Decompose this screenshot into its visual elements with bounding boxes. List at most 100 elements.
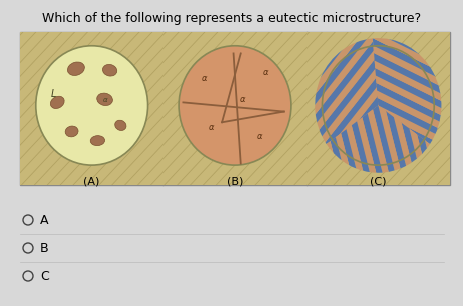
Polygon shape	[158, 205, 445, 306]
Polygon shape	[383, 73, 463, 306]
Polygon shape	[249, 0, 456, 214]
Polygon shape	[372, 0, 459, 258]
Polygon shape	[460, 0, 463, 233]
Polygon shape	[161, 0, 248, 306]
Polygon shape	[225, 52, 463, 200]
Polygon shape	[261, 0, 348, 290]
Polygon shape	[239, 0, 446, 205]
Polygon shape	[199, 111, 463, 259]
Text: $\alpha$: $\alpha$	[256, 132, 263, 141]
Polygon shape	[431, 0, 463, 241]
Polygon shape	[155, 0, 362, 130]
Polygon shape	[269, 0, 463, 100]
Polygon shape	[234, 0, 441, 201]
Polygon shape	[178, 158, 463, 306]
Polygon shape	[146, 0, 353, 121]
Polygon shape	[290, 0, 377, 282]
Ellipse shape	[102, 65, 117, 76]
Text: $\alpha$: $\alpha$	[200, 74, 207, 83]
Polygon shape	[137, 0, 344, 113]
Polygon shape	[284, 0, 371, 283]
Text: C: C	[40, 270, 49, 282]
Polygon shape	[374, 64, 463, 306]
Polygon shape	[202, 0, 409, 172]
Polygon shape	[263, 0, 463, 112]
Polygon shape	[196, 0, 283, 306]
Polygon shape	[437, 0, 463, 239]
Polygon shape	[332, 27, 463, 289]
Text: (C): (C)	[369, 176, 386, 186]
Polygon shape	[230, 0, 437, 197]
Polygon shape	[235, 28, 463, 177]
Polygon shape	[328, 23, 463, 285]
Polygon shape	[401, 0, 463, 249]
Polygon shape	[337, 0, 424, 268]
Polygon shape	[227, 46, 463, 194]
Polygon shape	[209, 87, 463, 236]
Polygon shape	[263, 0, 463, 226]
Polygon shape	[302, 0, 463, 23]
Polygon shape	[179, 0, 386, 151]
Polygon shape	[196, 117, 463, 265]
Polygon shape	[379, 69, 463, 306]
Polygon shape	[290, 0, 463, 251]
Polygon shape	[160, 0, 367, 134]
Polygon shape	[194, 123, 463, 271]
Polygon shape	[407, 0, 463, 248]
Polygon shape	[378, 0, 463, 256]
Ellipse shape	[65, 126, 78, 137]
Polygon shape	[225, 0, 313, 300]
Polygon shape	[407, 94, 463, 306]
Polygon shape	[183, 0, 390, 155]
Polygon shape	[212, 81, 463, 230]
Polygon shape	[337, 31, 463, 293]
Ellipse shape	[50, 96, 64, 109]
Polygon shape	[307, 0, 395, 276]
Ellipse shape	[67, 62, 84, 76]
Polygon shape	[169, 0, 376, 142]
Polygon shape	[323, 18, 463, 280]
Polygon shape	[304, 2, 463, 264]
Polygon shape	[258, 0, 463, 124]
Polygon shape	[267, 0, 463, 230]
Polygon shape	[207, 0, 295, 305]
Polygon shape	[191, 129, 463, 277]
Polygon shape	[454, 0, 463, 234]
Polygon shape	[174, 0, 381, 147]
Polygon shape	[230, 40, 463, 188]
Polygon shape	[304, 0, 463, 17]
Polygon shape	[390, 0, 463, 253]
Ellipse shape	[114, 120, 125, 130]
Polygon shape	[243, 0, 330, 295]
Polygon shape	[272, 0, 463, 234]
Polygon shape	[253, 0, 463, 135]
Polygon shape	[217, 70, 463, 218]
Polygon shape	[237, 0, 324, 297]
Polygon shape	[299, 0, 463, 29]
Polygon shape	[214, 76, 463, 224]
Polygon shape	[291, 0, 463, 47]
Polygon shape	[188, 0, 395, 159]
Polygon shape	[384, 0, 463, 255]
Polygon shape	[281, 0, 463, 243]
Polygon shape	[261, 0, 463, 118]
Polygon shape	[249, 0, 336, 293]
Polygon shape	[388, 77, 463, 306]
Polygon shape	[284, 0, 463, 65]
Ellipse shape	[96, 93, 112, 106]
Polygon shape	[250, 0, 463, 141]
Text: $\alpha$: $\alpha$	[238, 95, 245, 104]
Polygon shape	[161, 199, 448, 306]
Polygon shape	[346, 39, 463, 301]
Polygon shape	[213, 0, 301, 303]
Polygon shape	[266, 0, 354, 288]
Polygon shape	[266, 0, 463, 106]
Polygon shape	[168, 182, 456, 306]
Polygon shape	[141, 0, 348, 117]
Polygon shape	[295, 0, 463, 255]
Polygon shape	[173, 170, 461, 306]
Polygon shape	[216, 0, 423, 184]
Polygon shape	[276, 0, 463, 82]
Polygon shape	[150, 0, 357, 126]
Polygon shape	[220, 0, 427, 188]
